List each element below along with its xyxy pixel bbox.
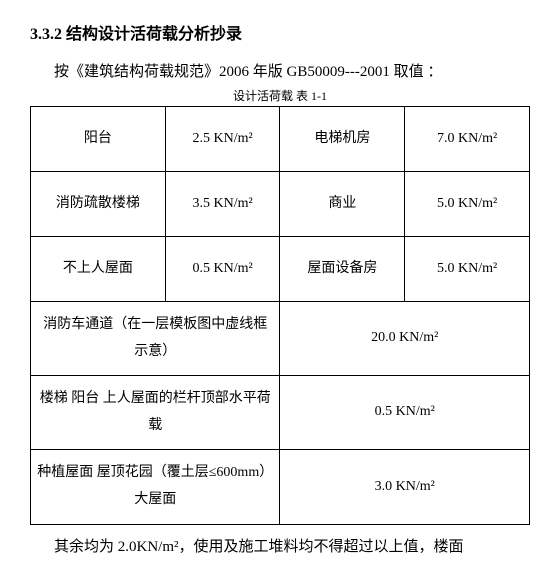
table-row: 阳台 2.5 KN/m² 电梯机房 7.0 KN/m² <box>31 107 530 172</box>
intro-text: 按《建筑结构荷载规范》2006 年版 GB50009---2001 取值 ： <box>30 60 530 81</box>
cell: 消防疏散楼梯 <box>31 172 166 237</box>
section-heading: 3.3.2 结构设计活荷载分析抄录 <box>30 20 530 44</box>
cell: 5.0 KN/m² <box>405 237 530 302</box>
table-row: 消防车通道（在一层模板图中虚线框示意） 20.0 KN/m² <box>31 302 530 376</box>
table-row: 消防疏散楼梯 3.5 KN/m² 商业 5.0 KN/m² <box>31 172 530 237</box>
cell: 商业 <box>280 172 405 237</box>
cell: 屋面设备房 <box>280 237 405 302</box>
cell: 20.0 KN/m² <box>280 302 530 376</box>
cell: 5.0 KN/m² <box>405 172 530 237</box>
cell: 0.5 KN/m² <box>280 376 530 450</box>
cell: 不上人屋面 <box>31 237 166 302</box>
cell: 2.5 KN/m² <box>165 107 280 172</box>
table-row: 不上人屋面 0.5 KN/m² 屋面设备房 5.0 KN/m² <box>31 237 530 302</box>
table-row: 楼梯 阳台 上人屋面的栏杆顶部水平荷载 0.5 KN/m² <box>31 376 530 450</box>
cell: 楼梯 阳台 上人屋面的栏杆顶部水平荷载 <box>31 376 280 450</box>
cell: 消防车通道（在一层模板图中虚线框示意） <box>31 302 280 376</box>
cell: 阳台 <box>31 107 166 172</box>
cell: 7.0 KN/m² <box>405 107 530 172</box>
load-table: 阳台 2.5 KN/m² 电梯机房 7.0 KN/m² 消防疏散楼梯 3.5 K… <box>30 106 530 525</box>
table-caption: 设计活荷载 表 1-1 <box>30 87 530 104</box>
footer-text: 其余均为 2.0KN/m²，使用及施工堆料均不得超过以上值，楼面 <box>30 535 530 556</box>
cell: 3.0 KN/m² <box>280 450 530 524</box>
cell: 电梯机房 <box>280 107 405 172</box>
cell: 种植屋面 屋顶花园（覆土层≤600mm）大屋面 <box>31 450 280 524</box>
cell: 3.5 KN/m² <box>165 172 280 237</box>
cell: 0.5 KN/m² <box>165 237 280 302</box>
table-row: 种植屋面 屋顶花园（覆土层≤600mm）大屋面 3.0 KN/m² <box>31 450 530 524</box>
